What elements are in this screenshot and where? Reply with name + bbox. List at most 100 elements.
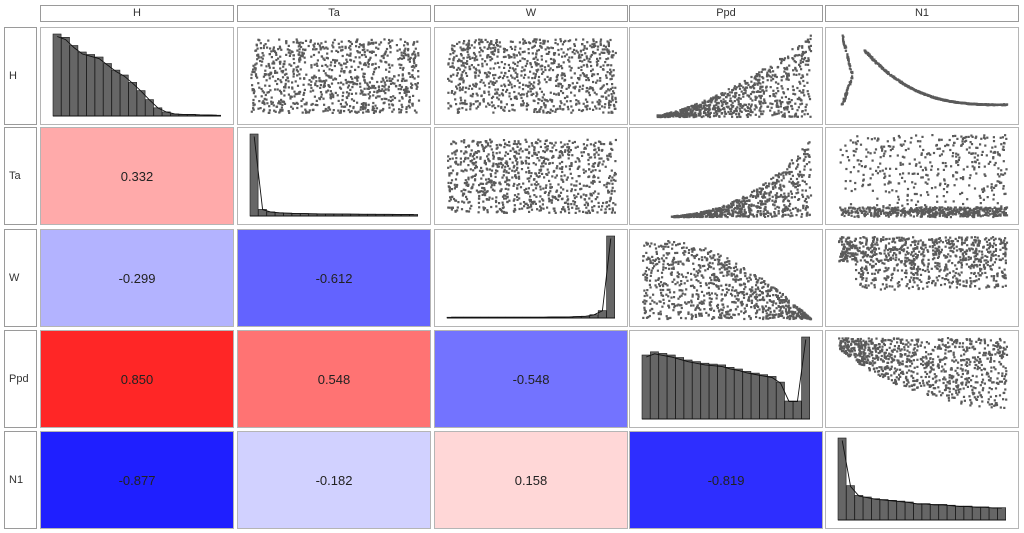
scatter-point [754, 95, 757, 98]
scatter-point [953, 101, 956, 104]
scatter-point [505, 103, 508, 106]
scatter-point [281, 71, 284, 74]
scatter-point [288, 49, 291, 52]
scatter-point [686, 114, 689, 117]
scatter-point [573, 203, 576, 206]
scatter-point [739, 97, 742, 100]
scatter-point [693, 115, 696, 118]
scatter-point [718, 110, 721, 113]
scatter-point [808, 46, 811, 49]
scatter-point [338, 74, 341, 77]
scatter-point [281, 109, 284, 112]
scatter-point [469, 191, 472, 194]
scatter-point [594, 44, 597, 48]
scatter-point [728, 206, 731, 209]
scatter-point [784, 213, 787, 216]
scatter-point [298, 58, 301, 61]
scatter-point [393, 75, 396, 78]
scatter-point [384, 92, 387, 95]
correlation-panel-ta-h: 0.332 [40, 127, 234, 225]
scatter-point [540, 168, 543, 171]
scatter-point [305, 73, 308, 76]
scatter-point [596, 196, 599, 199]
scatter-point [573, 72, 576, 75]
scatter-point [544, 68, 547, 72]
scatter-point [499, 157, 502, 160]
scatter-point [469, 160, 472, 163]
scatter-point [338, 62, 341, 65]
scatter-point [399, 38, 402, 41]
scatter-point [609, 103, 612, 107]
scatter-point [798, 184, 801, 187]
scatter-point [673, 216, 676, 219]
scatter-point [533, 99, 536, 103]
scatter-point [495, 152, 498, 155]
scatter-point [748, 199, 751, 202]
scatter-point [492, 83, 495, 86]
scatter-point [287, 93, 290, 96]
scatter-point [707, 110, 710, 113]
scatter-point [592, 176, 595, 179]
scatter-point [488, 168, 492, 171]
scatter-point [270, 56, 273, 59]
scatter-point [809, 50, 813, 53]
scatter-point [529, 70, 532, 73]
scatter-point [481, 41, 484, 44]
scatter-point [523, 39, 526, 42]
scatter-point [267, 39, 270, 42]
scatter-point [773, 181, 776, 184]
scatter-point [593, 145, 596, 148]
scatter-point [388, 106, 391, 109]
scatter-point [555, 167, 558, 170]
scatter-point [367, 93, 370, 96]
scatter-point [473, 41, 476, 44]
scatter-point [608, 104, 611, 107]
scatter-point [453, 56, 456, 59]
scatter-point [518, 207, 521, 211]
scatter-point [809, 44, 812, 47]
scatter-point [585, 63, 588, 66]
scatter-point [334, 78, 338, 81]
scatter-point [758, 95, 761, 98]
scatter-point [561, 166, 564, 169]
scatter-point [292, 72, 295, 76]
scatter-point [398, 63, 401, 66]
scatter-point [474, 178, 477, 181]
scatter-point [525, 202, 528, 205]
scatter-point [521, 161, 525, 165]
scatter-point [590, 53, 593, 57]
scatter-point [595, 151, 598, 154]
scatter-point [514, 71, 517, 74]
scatter-point [609, 87, 612, 91]
scatter-point [447, 155, 450, 158]
scatter-point [758, 109, 761, 112]
scatter-point [375, 107, 379, 110]
scatter-point [385, 68, 388, 71]
scatter-point [775, 104, 778, 107]
scatter-point [474, 76, 477, 79]
scatter-point [769, 191, 772, 194]
scatter-point [519, 53, 522, 56]
scatter-point [681, 114, 684, 117]
scatter-point [806, 90, 809, 93]
scatter-point [478, 69, 481, 72]
scatter-point [482, 174, 485, 177]
scatter-point [270, 71, 273, 74]
scatter-point [351, 77, 354, 80]
scatter-point [592, 80, 595, 84]
scatter-point [766, 71, 769, 74]
scatter-point [261, 57, 264, 60]
scatter-point [612, 202, 615, 205]
scatter-point [568, 165, 571, 168]
scatter-point [524, 138, 527, 141]
scatter-point [730, 100, 733, 103]
scatter-point [738, 199, 741, 202]
scatter-point [459, 157, 462, 160]
scatter-point [504, 194, 507, 197]
scatter-point [774, 74, 777, 77]
scatter-point [735, 86, 738, 89]
scatter-point [309, 90, 312, 93]
scatter-point [504, 211, 507, 214]
scatter-point [477, 105, 480, 108]
scatter-point [290, 105, 293, 108]
